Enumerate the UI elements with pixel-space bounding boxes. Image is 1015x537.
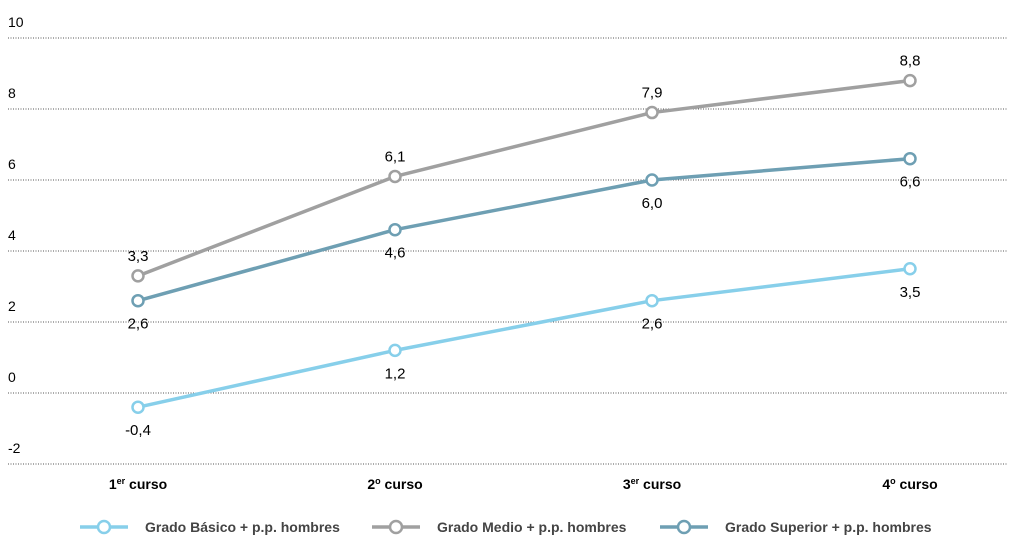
legend-swatch-marker	[388, 519, 404, 535]
series-line	[137, 267, 911, 409]
series-points	[131, 73, 917, 414]
data-point	[903, 151, 917, 166]
x-tick-label: 4o curso	[882, 476, 937, 492]
legend-swatch-marker	[676, 519, 692, 535]
data-point	[131, 400, 145, 414]
data-label: 2,6	[128, 316, 149, 333]
y-axis-ticks: -2 0 2 4 6 8 10	[8, 14, 24, 456]
data-label: 8,8	[900, 53, 921, 70]
data-point	[388, 169, 402, 184]
legend-label: Grado Superior + p.p. hombres	[725, 519, 932, 535]
data-label: 1,2	[385, 365, 406, 382]
data-label: 6,6	[900, 174, 921, 191]
data-point	[645, 105, 659, 120]
x-tick-label: 1er curso	[109, 476, 167, 492]
data-point	[903, 73, 917, 88]
data-label: 3,5	[900, 284, 921, 301]
y-tick-label: -2	[8, 440, 21, 456]
y-tick-label: 10	[8, 14, 24, 30]
x-axis-ticks: 1er curso 2o curso 3er curso 4o curso	[109, 476, 938, 492]
legend-label: Grado Medio + p.p. hombres	[437, 519, 627, 535]
data-label: 4,6	[385, 245, 406, 262]
y-tick-label: 4	[8, 227, 16, 243]
data-point	[645, 173, 659, 187]
y-tick-label: 6	[8, 156, 16, 172]
x-tick-label: 2o curso	[367, 476, 422, 492]
data-point	[645, 293, 659, 308]
data-point	[131, 269, 145, 283]
legend-label: Grado Básico + p.p. hombres	[145, 519, 340, 535]
data-label: 7,9	[642, 85, 663, 102]
series-line	[137, 156, 911, 303]
data-label: 3,3	[128, 248, 149, 265]
series-lines	[137, 78, 911, 409]
data-label: -0,4	[125, 422, 151, 439]
y-tick-label: 8	[8, 85, 16, 101]
data-label: 6,0	[642, 195, 663, 212]
x-tick-label: 3er curso	[623, 476, 681, 492]
y-tick-label: 0	[8, 369, 16, 385]
grid-lines	[8, 37, 1007, 465]
data-point	[903, 262, 917, 276]
legend-swatch-marker	[96, 519, 112, 535]
data-labels: -0,4 1,2 2,6 3,5 3,3 6,1 7,9 8,8 2,6 4,6 6,0 6,6	[125, 53, 920, 440]
data-point	[388, 222, 402, 237]
y-tick-label: 2	[8, 298, 16, 314]
series-line	[137, 78, 911, 278]
data-label: 6,1	[385, 148, 406, 165]
data-point	[388, 343, 402, 358]
data-label: 2,6	[642, 316, 663, 333]
legend: Grado Básico + p.p. hombres Grado Medio +…	[80, 519, 932, 535]
data-point	[131, 293, 145, 308]
